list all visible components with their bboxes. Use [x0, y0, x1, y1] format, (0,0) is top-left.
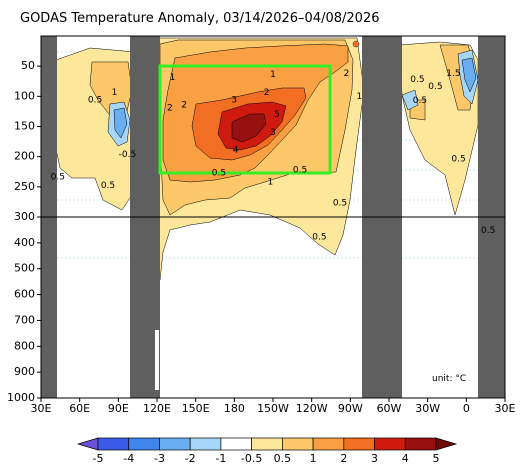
contour-label: 1 — [170, 73, 176, 83]
colorbar: -5 -4 -3 -2 -1 -0.5 0.5 1 2 3 4 5 — [76, 437, 458, 465]
contour-label: 0.5 — [410, 75, 424, 85]
colorbar-swatch — [97, 437, 130, 451]
x-tick-label: 90W — [338, 402, 363, 415]
colorbar-swatch — [189, 437, 222, 451]
x-tick-label: 120W — [296, 402, 328, 415]
y-axis: 50 100 150 200 250 300 400 500 600 700 800 900 1000 — [7, 59, 41, 404]
colorbar-tick-label: -3 — [154, 452, 165, 465]
x-tick-label: 60E — [69, 402, 90, 415]
contour-label: 3 — [270, 128, 276, 138]
colorbar-swatch — [374, 437, 406, 451]
anomaly-hotspot — [352, 40, 360, 48]
colorbar-swatch — [343, 437, 375, 451]
colorbar-swatch — [404, 437, 437, 451]
y-tick-label: 600 — [14, 288, 35, 301]
y-tick-label: 150 — [14, 120, 35, 133]
y-tick-label: 50 — [21, 59, 35, 72]
contour-label: 0.5 — [101, 181, 115, 191]
colorbar-tick-label: 4 — [402, 452, 409, 465]
y-tick-label: 1000 — [7, 391, 35, 404]
colorbar-tick-label: 3 — [371, 452, 378, 465]
chart-title: GODAS Temperature Anomaly, 03/14/2026–04… — [20, 11, 380, 26]
colorbar-tick-label: 2 — [340, 452, 347, 465]
y-tick-label: 800 — [14, 339, 35, 352]
colorbar-swatch — [312, 437, 345, 451]
colorbar-tick-label: 5 — [433, 452, 440, 465]
contour-label: 0.5 — [333, 199, 347, 209]
colorbar-tick-label: -5 — [93, 452, 104, 465]
colorbar-tick-label: -0.5 — [241, 452, 262, 465]
contour-label: 0.5 — [481, 226, 495, 236]
contour-label: 1 — [268, 178, 274, 188]
contour-label: 0.5 — [312, 232, 326, 242]
x-tick-label: 120E — [143, 402, 171, 415]
contour-label: 2 — [181, 100, 187, 110]
colorbar-extend-low — [76, 437, 99, 451]
highlight-box — [158, 64, 332, 175]
y-tick-label: 250 — [14, 180, 35, 193]
contour-label: 0.5 — [451, 155, 465, 165]
x-tick-label: 0 — [463, 402, 470, 415]
x-axis: 30E 60E 90E 120E 150E 180 150W 120W 90W 60W 30W 0 30… — [31, 398, 516, 415]
colorbar-tick-label: -4 — [123, 452, 134, 465]
colorbar-swatch — [251, 437, 283, 451]
y-tick-label: 100 — [14, 89, 35, 102]
units-label: unit: °C — [432, 374, 466, 384]
y-tick-label: 700 — [14, 313, 35, 326]
contour-label: 3 — [231, 96, 237, 106]
land-gaps — [155, 330, 170, 398]
contour-label: 1 — [112, 88, 118, 98]
y-tick-label: 200 — [14, 150, 35, 163]
contour-label: 1 — [357, 92, 363, 102]
contour-label: 0.5 — [428, 82, 442, 92]
anomaly-contour-negative-strong — [113, 57, 477, 139]
contour-label: 0.5 — [293, 165, 307, 175]
contour-label: 0.5 — [212, 169, 226, 179]
contour-label: 0.5 — [51, 173, 65, 183]
x-tick-label: 30E — [495, 402, 516, 415]
contour-label: 0.5 — [88, 96, 102, 106]
colorbar-tick-label: -2 — [185, 452, 196, 465]
x-tick-label: 180 — [224, 402, 245, 415]
x-tick-label: 90E — [108, 402, 129, 415]
colorbar-swatch — [159, 437, 191, 451]
colorbar-swatch — [128, 437, 160, 451]
x-tick-label: 150E — [182, 402, 210, 415]
colorbar-extend-high — [435, 437, 458, 451]
anomaly-contour-5 — [231, 113, 267, 143]
colorbar-tick-label: 0.5 — [274, 452, 292, 465]
colorbar-tick-label: 1 — [310, 452, 317, 465]
y-tick-label: 900 — [14, 365, 35, 378]
contour-label: 5 — [274, 110, 280, 120]
contour-label: 1.5 — [446, 69, 460, 79]
lower-panel-shade — [41, 333, 57, 398]
x-tick-label: 30W — [415, 402, 440, 415]
contour-label: 0.5 — [413, 96, 427, 106]
contour-label: -0.5 — [119, 150, 137, 160]
contour-label: 2 — [344, 69, 350, 79]
contour-label: 4 — [233, 146, 239, 156]
y-tick-label: 400 — [14, 236, 35, 249]
x-tick-label: 30E — [31, 402, 52, 415]
y-tick-label: 300 — [14, 210, 35, 223]
colorbar-tick-label: -1 — [215, 452, 226, 465]
colorbar-swatch — [282, 437, 314, 451]
x-tick-label: 60W — [377, 402, 402, 415]
y-tick-label: 500 — [14, 262, 35, 275]
contour-label: 2 — [167, 103, 173, 113]
x-tick-label: 150W — [257, 402, 289, 415]
contour-label: 2 — [264, 88, 270, 98]
colorbar-swatch — [220, 437, 252, 451]
contour-label: 1 — [270, 70, 276, 80]
